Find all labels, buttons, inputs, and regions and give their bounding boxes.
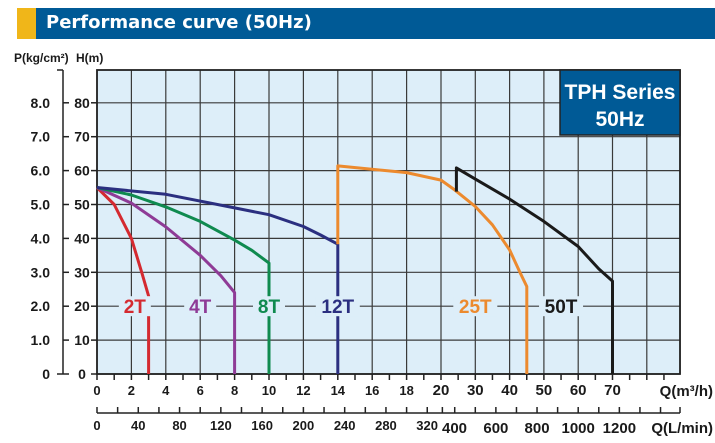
plot-border bbox=[96, 69, 681, 375]
x-tick-label: 50 bbox=[536, 382, 553, 399]
lmin-tick-label: 1000 bbox=[562, 420, 595, 437]
lmin-tick-label: 240 bbox=[334, 418, 356, 433]
series-badge-line1: TPH Series bbox=[565, 81, 676, 104]
lmin-tick-label: 1200 bbox=[603, 420, 636, 437]
lmin-tick-label: 200 bbox=[293, 418, 315, 433]
curve-label-bg bbox=[184, 296, 217, 317]
series-badge-line2: 50Hz bbox=[595, 108, 644, 131]
pressure-tick-label: 2.0 bbox=[31, 298, 51, 314]
head-tick-label: 0 bbox=[78, 366, 86, 382]
lmin-tick-label: 600 bbox=[483, 420, 508, 437]
x-tick-label: 4 bbox=[162, 383, 170, 398]
head-tick-label: 20 bbox=[74, 298, 90, 314]
x-tick-label: 18 bbox=[399, 383, 413, 398]
x-axis-label-m3h: Q(m³/h) bbox=[660, 383, 713, 400]
head-tick-label: 80 bbox=[74, 95, 90, 111]
x-tick-label: 70 bbox=[604, 382, 621, 399]
lmin-tick-label: 160 bbox=[251, 418, 273, 433]
curve-label-25T: 25T bbox=[459, 297, 492, 318]
pressure-tick-label: 4.0 bbox=[31, 230, 51, 246]
x-tick-label: 30 bbox=[467, 382, 484, 399]
lmin-tick-label: 40 bbox=[131, 418, 145, 433]
x-tick-label: 10 bbox=[262, 383, 276, 398]
pressure-tick-label: 0 bbox=[42, 366, 50, 382]
curve-label-bg bbox=[315, 296, 360, 317]
lmin-tick-label: 400 bbox=[442, 420, 467, 437]
curve-25T bbox=[336, 164, 529, 374]
curve-label-2T: 2T bbox=[124, 297, 147, 318]
x-tick-label: 6 bbox=[197, 383, 204, 398]
y-axis-label-pressure: P(kg/cm²) bbox=[14, 51, 69, 65]
pressure-tick-label: 8.0 bbox=[31, 95, 51, 111]
x-tick-label: 12 bbox=[296, 383, 310, 398]
head-tick-label: 50 bbox=[74, 197, 90, 213]
lmin-tick-label: 0 bbox=[93, 418, 100, 433]
series-badge bbox=[559, 69, 681, 136]
pressure-tick-label: 1.0 bbox=[31, 332, 51, 348]
x-tick-label: 20 bbox=[433, 382, 450, 399]
curve-label-12T: 12T bbox=[321, 297, 354, 318]
pressure-tick-label: 6.0 bbox=[31, 163, 51, 179]
x-tick-label: 8 bbox=[231, 383, 238, 398]
head-tick-label: 10 bbox=[74, 332, 90, 348]
curve-8T bbox=[96, 186, 271, 374]
x-tick-label: 2 bbox=[128, 383, 135, 398]
curve-50T bbox=[454, 166, 614, 374]
curve-label-bg bbox=[539, 296, 584, 317]
pressure-tick-label: 3.0 bbox=[31, 264, 51, 280]
y-axis-label-head: H(m) bbox=[76, 51, 103, 65]
page-title: Performance curve (50Hz) bbox=[46, 12, 312, 33]
curve-label-50T: 50T bbox=[545, 297, 578, 318]
section-header: Performance curve (50Hz) bbox=[17, 8, 715, 39]
header-accent-bar bbox=[17, 8, 36, 39]
head-tick-label: 70 bbox=[74, 129, 90, 145]
lmin-tick-label: 800 bbox=[525, 420, 550, 437]
lmin-tick-label: 80 bbox=[172, 418, 186, 433]
curve-label-bg bbox=[453, 296, 498, 317]
curve-label-bg bbox=[118, 296, 151, 317]
curve-4T bbox=[96, 186, 237, 374]
head-tick-label: 40 bbox=[74, 230, 90, 246]
x-tick-label: 0 bbox=[93, 383, 100, 398]
x-tick-label: 40 bbox=[501, 382, 518, 399]
x-axis-label-lmin: Q(L/min) bbox=[651, 420, 713, 437]
x-tick-label: 14 bbox=[331, 383, 346, 398]
lmin-tick-label: 120 bbox=[210, 418, 232, 433]
curve-12T bbox=[96, 186, 340, 374]
curve-label-bg bbox=[253, 296, 285, 317]
lmin-tick-label: 320 bbox=[416, 418, 438, 433]
lmin-tick-label: 280 bbox=[375, 418, 397, 433]
x-tick-label: 16 bbox=[365, 383, 379, 398]
head-tick-label: 30 bbox=[74, 264, 90, 280]
x-tick-label: 60 bbox=[570, 382, 587, 399]
pressure-tick-label: 7.0 bbox=[31, 129, 51, 145]
curve-label-4T: 4T bbox=[189, 297, 212, 318]
head-tick-label: 60 bbox=[74, 163, 90, 179]
pressure-tick-label: 5.0 bbox=[31, 197, 51, 213]
curve-label-8T: 8T bbox=[258, 297, 281, 318]
